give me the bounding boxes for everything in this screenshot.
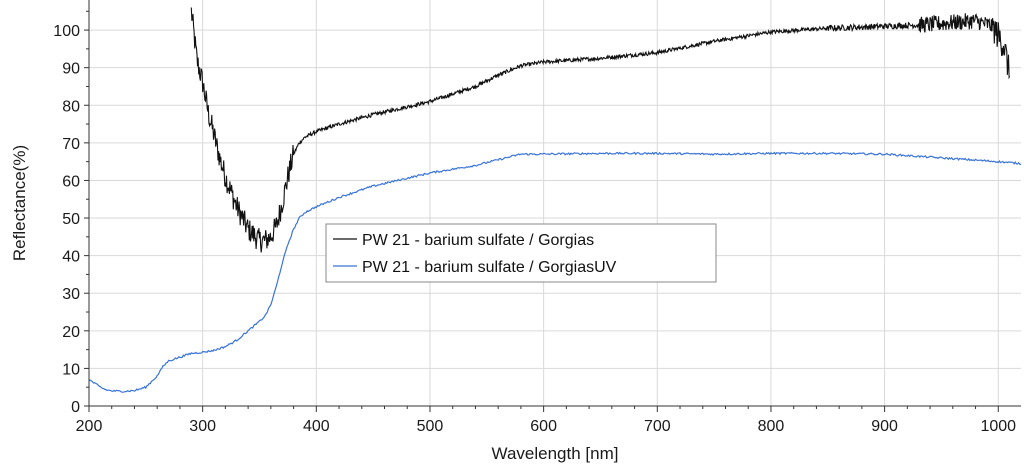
legend-entry-gorgiasuv: PW 21 - barium sulfate / GorgiasUV <box>362 259 617 276</box>
x-tick-label: 300 <box>189 418 216 435</box>
legend-box <box>325 223 717 283</box>
legend: PW 21 - barium sulfate / Gorgias PW 21 -… <box>325 223 717 283</box>
tick-labels: 0 10 20 30 40 50 60 70 80 90 100 200 300 400 500 600 700… <box>53 23 1016 435</box>
y-tick-label: 60 <box>62 173 80 190</box>
y-tick-label: 80 <box>62 98 80 115</box>
axes <box>84 0 1021 412</box>
y-tick-label: 100 <box>53 23 80 40</box>
y-tick-label: 30 <box>62 286 80 303</box>
x-axis-title: Wavelength [nm] <box>492 444 619 463</box>
y-tick-label: 50 <box>62 211 80 228</box>
y-tick-label: 10 <box>62 361 80 378</box>
x-tick-label: 600 <box>530 418 557 435</box>
x-tick-label: 400 <box>303 418 330 435</box>
y-axis-title: Reflectance(%) <box>10 145 29 261</box>
y-tick-label: 90 <box>62 61 80 78</box>
series-layer <box>88 7 1022 393</box>
x-tick-label: 500 <box>417 418 444 435</box>
x-tick-label: 900 <box>871 418 898 435</box>
y-tick-label: 0 <box>71 399 80 416</box>
x-tick-label: 800 <box>758 418 785 435</box>
y-tick-label: 20 <box>62 324 80 341</box>
grid <box>89 0 1021 406</box>
series-line-gorgias <box>190 7 1011 253</box>
series-line-gorgiasuv <box>88 151 1022 393</box>
legend-entry-gorgias: PW 21 - barium sulfate / Gorgias <box>362 232 594 249</box>
y-tick-label: 40 <box>62 249 80 266</box>
x-tick-label: 700 <box>644 418 671 435</box>
x-tick-label: 1000 <box>980 418 1016 435</box>
x-tick-label: 200 <box>76 418 103 435</box>
y-tick-label: 70 <box>62 136 80 153</box>
